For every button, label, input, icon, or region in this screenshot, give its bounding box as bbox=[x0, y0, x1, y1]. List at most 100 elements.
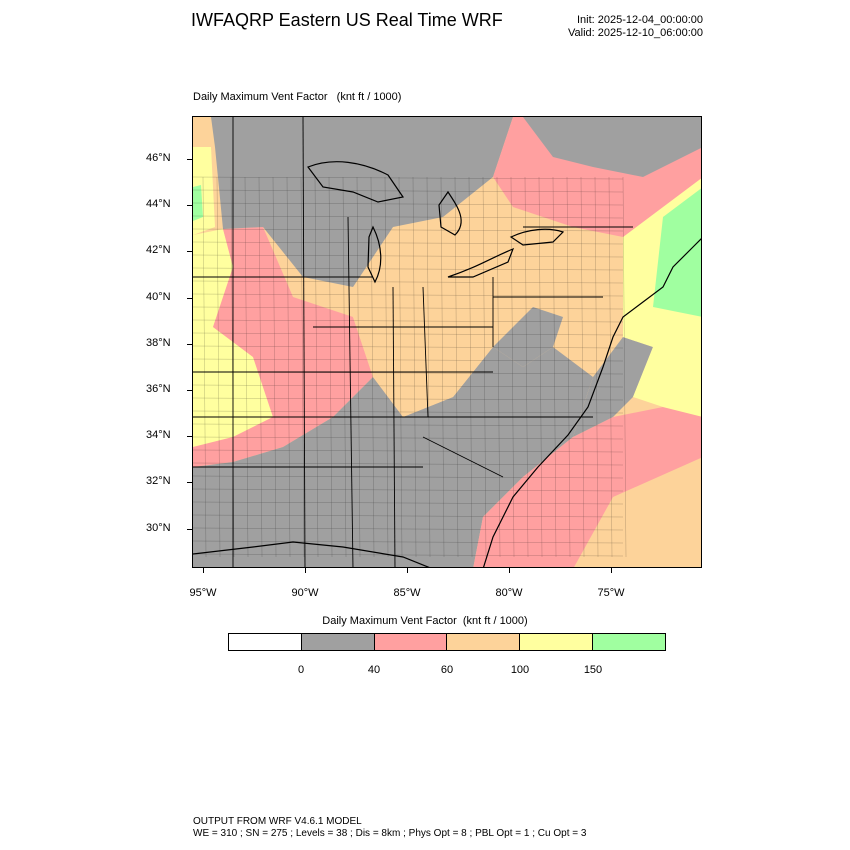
colorbar bbox=[228, 633, 666, 651]
county-line bbox=[193, 397, 624, 401]
county-line bbox=[193, 475, 624, 479]
county-line bbox=[608, 176, 613, 558]
field-grey-appalachia bbox=[493, 307, 563, 367]
county-line bbox=[440, 176, 445, 558]
county-line bbox=[482, 176, 487, 558]
lake-huron-outline bbox=[438, 190, 462, 236]
lon-label: 95°W bbox=[189, 587, 217, 599]
county-line bbox=[193, 319, 624, 323]
county-line bbox=[193, 267, 624, 271]
county-line bbox=[286, 176, 291, 558]
lat-label: 44°N bbox=[146, 198, 171, 211]
county-line bbox=[193, 423, 624, 427]
lat-label: 32°N bbox=[146, 475, 171, 488]
lake-michigan-outline bbox=[367, 225, 382, 284]
lat-label: 30°N bbox=[146, 521, 171, 534]
county-line bbox=[524, 176, 529, 558]
vent-factor-map bbox=[193, 117, 701, 567]
county-line bbox=[202, 176, 207, 558]
county-line bbox=[193, 254, 624, 258]
county-line bbox=[193, 228, 624, 232]
county-line bbox=[566, 176, 571, 558]
county-line bbox=[230, 176, 235, 558]
county-line bbox=[193, 176, 624, 180]
lat-label: 40°N bbox=[146, 290, 171, 303]
county-line bbox=[398, 176, 403, 558]
atlantic-coast-outline bbox=[482, 238, 701, 567]
main-title: IWFAQRP Eastern US Real Time WRF bbox=[191, 10, 503, 30]
county-line bbox=[193, 189, 624, 193]
colorbar-box bbox=[593, 634, 665, 650]
county-line bbox=[370, 176, 375, 558]
lon-tick bbox=[611, 568, 612, 573]
county-line bbox=[258, 176, 263, 558]
colorbar-title: Daily Maximum Vent Factor (knt ft / 1000… bbox=[322, 615, 528, 627]
county-line bbox=[193, 345, 624, 349]
lon-tick bbox=[407, 568, 408, 573]
county-line bbox=[594, 176, 599, 558]
lat-tick bbox=[187, 436, 192, 438]
county-line bbox=[193, 449, 624, 453]
lon-tick bbox=[203, 568, 204, 573]
county-line bbox=[622, 176, 627, 558]
lat-tick bbox=[187, 205, 192, 207]
lat-tick bbox=[187, 159, 192, 160]
colorbar-label: 0 bbox=[297, 664, 305, 676]
lat-tick bbox=[187, 343, 192, 345]
county-line bbox=[193, 306, 624, 310]
county-line bbox=[454, 176, 459, 558]
county-line bbox=[538, 176, 543, 558]
county-line bbox=[193, 553, 624, 557]
county-line bbox=[193, 488, 624, 492]
county-line bbox=[552, 176, 557, 558]
county-line bbox=[193, 215, 624, 219]
map-panel bbox=[192, 116, 702, 568]
county-line bbox=[193, 371, 624, 375]
lon-tick bbox=[305, 568, 306, 573]
county-line bbox=[426, 176, 431, 558]
county-line bbox=[314, 176, 319, 558]
plot-title: Daily Maximum Vent Factor (knt ft / 1000… bbox=[193, 91, 402, 103]
lon-label: 85°W bbox=[393, 587, 421, 599]
footer-model-line: OUTPUT FROM WRF V4.6.1 MODEL bbox=[193, 816, 362, 827]
county-line bbox=[496, 176, 501, 558]
county-line bbox=[193, 436, 624, 440]
county-line bbox=[580, 176, 585, 558]
colorbar-box bbox=[229, 634, 302, 650]
field-grey-south bbox=[193, 347, 593, 567]
lon-label: 80°W bbox=[495, 587, 523, 599]
lat-tick bbox=[187, 297, 192, 299]
county-line bbox=[193, 202, 624, 206]
field-grey-canada bbox=[523, 117, 701, 177]
lat-label: 38°N bbox=[146, 336, 171, 349]
county-line bbox=[193, 410, 624, 414]
county-line bbox=[510, 176, 515, 558]
colorbar-box bbox=[520, 634, 594, 650]
field-red-central bbox=[193, 227, 373, 467]
lake-ontario-outline bbox=[509, 228, 565, 246]
field-orange-atlantic bbox=[574, 457, 701, 567]
lat-label: 36°N bbox=[146, 383, 171, 395]
lat-tick bbox=[187, 528, 192, 530]
field-green-northeast bbox=[653, 188, 701, 317]
lon-label: 90°W bbox=[291, 587, 319, 599]
lon-label: 75°W bbox=[597, 587, 625, 599]
county-line bbox=[468, 176, 473, 558]
county-line bbox=[342, 176, 347, 558]
county-line bbox=[384, 176, 389, 558]
county-line bbox=[272, 176, 277, 558]
county-line bbox=[193, 280, 624, 284]
county-line bbox=[193, 358, 624, 362]
county-line bbox=[193, 293, 624, 297]
lake-erie-outline bbox=[447, 247, 515, 278]
colorbar-box bbox=[374, 634, 448, 650]
colorbar-label: 150 bbox=[583, 664, 603, 676]
lat-tick bbox=[187, 482, 192, 484]
county-line bbox=[244, 176, 249, 558]
county-line bbox=[328, 176, 333, 558]
county-line bbox=[216, 176, 221, 558]
field-grey-north bbox=[211, 117, 513, 287]
colorbar-label: 40 bbox=[367, 664, 381, 676]
init-time: Init: 2025-12-04_00:00:00 bbox=[577, 14, 703, 26]
county-line bbox=[193, 527, 624, 531]
